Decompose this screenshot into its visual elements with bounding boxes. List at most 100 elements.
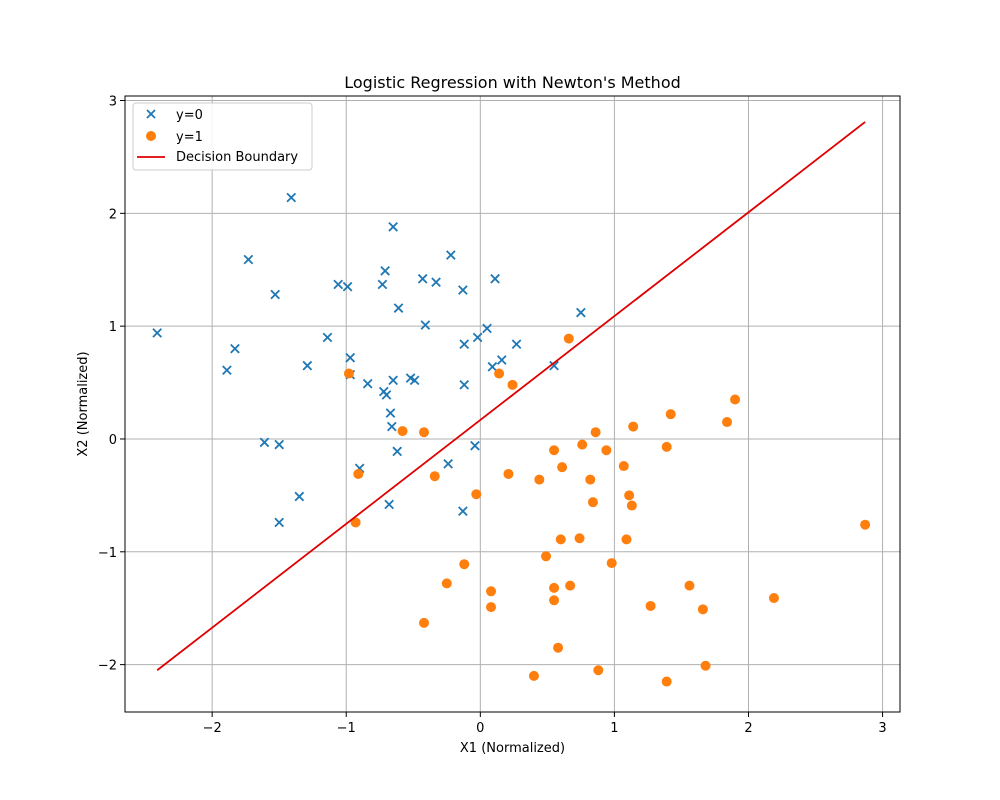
- x-tick-label: −1: [337, 721, 356, 736]
- data-point-y1: [397, 426, 408, 437]
- data-point-y0: [490, 273, 500, 284]
- data-point-y1: [665, 409, 676, 420]
- data-point-y1: [343, 368, 354, 379]
- data-point-y0: [459, 379, 470, 390]
- data-point-y1: [700, 660, 711, 671]
- data-point-y1: [541, 551, 552, 562]
- data-point-y1: [628, 421, 639, 432]
- data-point-y0: [431, 277, 441, 287]
- data-point-y1: [419, 617, 430, 628]
- data-point-y1: [585, 474, 596, 485]
- data-point-y0: [333, 279, 344, 290]
- legend-marker-y0: [146, 109, 156, 119]
- legend-box: [132, 102, 313, 171]
- x-tick-label: 0: [476, 721, 484, 736]
- data-point-y1: [624, 490, 635, 501]
- data-point-y0: [420, 320, 431, 330]
- data-point-y0: [459, 339, 470, 350]
- data-point-y0: [388, 222, 399, 232]
- data-point-y0: [409, 375, 420, 386]
- data-point-y1: [621, 534, 632, 545]
- data-point-y1: [549, 595, 560, 606]
- data-point-y0: [443, 458, 453, 469]
- data-point-y1: [441, 578, 452, 589]
- x-tick-label: 3: [878, 721, 886, 736]
- data-point-y1: [419, 427, 430, 438]
- data-point-y1: [697, 604, 708, 615]
- data-point-y1: [486, 586, 497, 597]
- data-point-y0: [458, 506, 468, 517]
- data-point-y0: [302, 360, 313, 371]
- series-layer: [152, 121, 871, 687]
- data-point-y1: [860, 519, 871, 530]
- data-point-y1: [494, 368, 505, 379]
- data-point-y0: [362, 378, 373, 389]
- data-point-y0: [576, 307, 586, 318]
- data-point-y0: [286, 192, 297, 203]
- data-point-y0: [487, 361, 498, 372]
- x-tick-label: 1: [610, 721, 618, 736]
- data-point-y1: [587, 497, 598, 508]
- data-point-y1: [471, 489, 482, 500]
- data-point-y1: [577, 439, 588, 450]
- data-point-y1: [593, 665, 604, 676]
- y-tick-label: 0: [109, 433, 117, 448]
- x-tick-label: −2: [203, 721, 222, 736]
- data-point-y0: [549, 360, 559, 371]
- data-point-y1: [563, 333, 574, 344]
- y-tick-label: 3: [109, 95, 117, 110]
- data-point-y1: [684, 580, 695, 591]
- data-point-y0: [417, 273, 428, 284]
- data-point-y1: [553, 642, 564, 653]
- x-axis-ticks: −2 −1 0 1 2 3: [203, 712, 887, 736]
- y-tick-label: 1: [109, 320, 117, 335]
- plot-frame: [124, 95, 901, 713]
- data-point-y0: [259, 437, 270, 448]
- data-point-y1: [722, 417, 733, 428]
- data-point-y1: [768, 593, 779, 604]
- data-point-y0: [345, 352, 356, 363]
- grid-lines: [125, 96, 900, 712]
- legend-label-boundary: Decision Boundary: [176, 150, 298, 165]
- data-point-y1: [645, 600, 656, 611]
- data-point-y1: [661, 676, 672, 687]
- data-point-y0: [445, 250, 456, 260]
- data-point-y1: [486, 602, 497, 613]
- legend-label-y0: y=0: [176, 108, 203, 123]
- data-point-y0: [377, 279, 388, 290]
- data-point-y1: [618, 461, 629, 472]
- x-tick-label: 2: [744, 721, 752, 736]
- data-point-y0: [381, 390, 392, 400]
- data-point-y0: [385, 408, 396, 418]
- data-point-y0: [270, 289, 281, 300]
- data-point-y1: [353, 468, 364, 479]
- y-tick-label: −2: [98, 659, 117, 674]
- data-point-y1: [549, 582, 560, 593]
- y-tick-label: 2: [109, 207, 117, 222]
- data-point-y1: [549, 445, 560, 456]
- data-point-y0: [243, 254, 254, 265]
- data-point-y1: [555, 534, 566, 545]
- y-tick-label: −1: [98, 546, 117, 561]
- data-point-y1: [565, 580, 576, 591]
- data-point-y0: [274, 517, 285, 528]
- data-point-y0: [472, 332, 483, 343]
- legend: y=0 y=1 Decision Boundary: [132, 102, 313, 171]
- data-point-y0: [393, 303, 404, 313]
- data-point-y0: [384, 499, 394, 510]
- data-point-y1: [661, 441, 672, 452]
- data-point-y0: [392, 446, 403, 457]
- y-axis-ticks: −2 −1 0 1 2 3: [98, 95, 125, 674]
- data-point-y1: [626, 500, 637, 511]
- data-point-y0: [380, 266, 390, 276]
- data-point-y1: [730, 394, 741, 405]
- chart-title: Logistic Regression with Newton's Method: [344, 73, 681, 92]
- data-point-y1: [507, 379, 518, 390]
- data-point-y1: [459, 559, 470, 570]
- data-point-y0: [274, 439, 285, 450]
- data-point-y0: [470, 440, 480, 451]
- decision-boundary-line: [156, 121, 866, 671]
- data-point-y0: [322, 332, 333, 343]
- data-point-y1: [534, 474, 545, 485]
